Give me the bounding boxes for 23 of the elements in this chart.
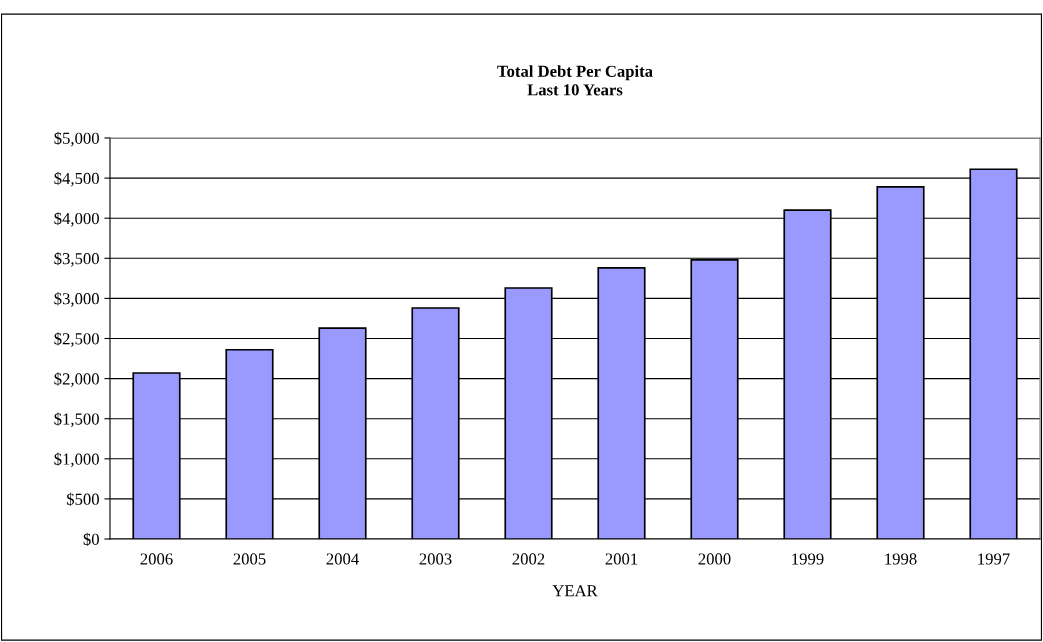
x-tick-label: 1997 xyxy=(978,553,1010,565)
x-tick-label: 2003 xyxy=(419,553,452,565)
y-tick-label: $3,500 xyxy=(54,252,99,267)
x-tick-label: 2004 xyxy=(326,553,359,565)
y-tick-label: $500 xyxy=(66,492,99,506)
y-tick-label: $1,000 xyxy=(54,452,99,468)
y-tick-label: $4,000 xyxy=(54,211,99,227)
y-tick-label: $1,500 xyxy=(54,412,99,428)
x-axis-title: YEAR xyxy=(552,585,598,597)
y-tick-label: $3,000 xyxy=(54,292,99,307)
y-tick-label: $0 xyxy=(83,532,99,547)
chart-title: Total Debt Per Capita Last 10 Years xyxy=(497,65,653,96)
x-tick-label: 2005 xyxy=(233,553,266,565)
y-tick-label: $2,000 xyxy=(54,372,99,387)
x-tick-label: 2002 xyxy=(512,553,545,565)
x-tick-label: 2006 xyxy=(140,553,173,565)
x-tick-label: 1999 xyxy=(792,553,824,565)
x-tick-label: 2001 xyxy=(605,553,638,565)
y-tick-label: $5,000 xyxy=(54,131,99,147)
x-tick-label: 2000 xyxy=(698,553,731,565)
y-tick-label: $4,500 xyxy=(54,171,99,187)
x-tick-label: 1998 xyxy=(885,553,917,565)
y-tick-label: $2,500 xyxy=(54,332,99,347)
